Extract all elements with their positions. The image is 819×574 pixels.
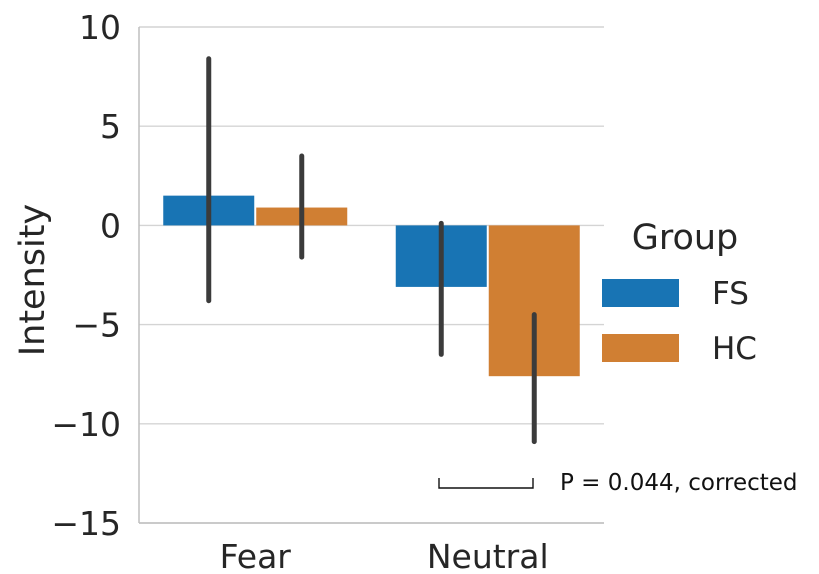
y-tick-label: 10 <box>79 8 121 47</box>
y-axis-label: Intensity <box>13 204 53 356</box>
significance-text: P = 0.044, corrected <box>560 470 798 496</box>
x-tick-label: Fear <box>220 537 292 574</box>
legend-label-hc: HC <box>712 331 757 367</box>
bars <box>163 195 580 377</box>
significance-bracket <box>438 478 534 489</box>
y-tick-label: 5 <box>100 107 121 146</box>
y-tick-label: 0 <box>100 206 121 245</box>
error-bars <box>206 56 537 445</box>
legend-swatch-fs <box>602 279 679 307</box>
legend-label-fs: FS <box>712 276 749 312</box>
legend: Group FS HC <box>602 218 757 367</box>
x-tick-labels: Fear Neutral <box>220 537 549 574</box>
legend-swatch-hc <box>602 334 679 362</box>
y-tick-label: −10 <box>51 405 121 444</box>
legend-title: Group <box>632 218 739 258</box>
significance-annotation: P = 0.044, corrected <box>438 470 798 496</box>
x-tick-label: Neutral <box>427 537 549 574</box>
y-tick-label: −5 <box>72 306 121 345</box>
y-tick-labels: 10 5 0 −5 −10 −15 <box>51 8 121 543</box>
y-tick-label: −15 <box>51 504 121 543</box>
